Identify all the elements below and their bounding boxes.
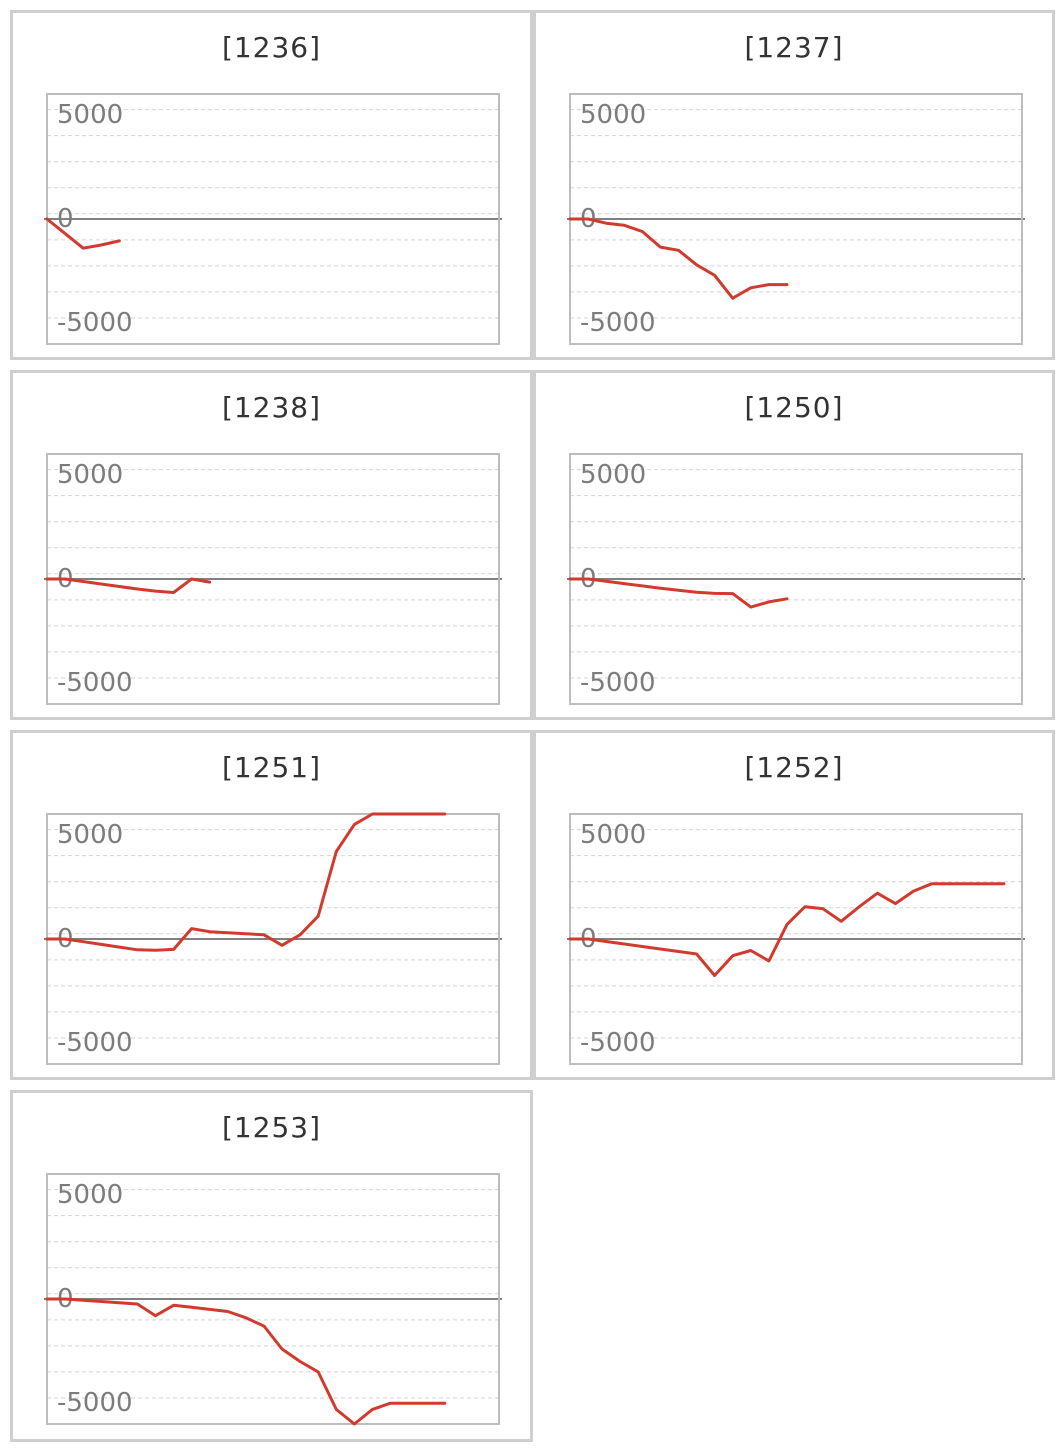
chart-title: [1236] bbox=[221, 31, 322, 64]
chart-title: [1238] bbox=[221, 391, 322, 424]
panel-1238: [1238] 5000 0 -5000 bbox=[10, 370, 533, 720]
chart-title: [1237] bbox=[744, 31, 844, 64]
y-tick-label: 5000 bbox=[57, 1180, 123, 1210]
y-tick-label: 5000 bbox=[57, 820, 123, 850]
y-tick-label: -5000 bbox=[580, 1028, 656, 1058]
chart-title: [1253] bbox=[221, 1111, 322, 1144]
y-tick-label: 5000 bbox=[580, 100, 646, 130]
y-tick-label: 5000 bbox=[580, 820, 646, 850]
series-line bbox=[45, 1297, 447, 1426]
panel-1237: [1237] 5000 0 -5000 bbox=[533, 10, 1055, 360]
series-line bbox=[568, 217, 789, 300]
y-tick-label: 5000 bbox=[57, 100, 123, 130]
panel-1251: [1251] 5000 0 -5000 bbox=[10, 730, 533, 1080]
series-line bbox=[45, 577, 212, 594]
chart-title: [1251] bbox=[221, 751, 322, 784]
y-tick-label: -5000 bbox=[580, 308, 656, 338]
series-line bbox=[45, 812, 447, 952]
panel-1252: [1252] 5000 0 -5000 bbox=[533, 730, 1055, 1080]
y-tick-label: 0 bbox=[57, 204, 74, 234]
y-tick-label: -5000 bbox=[57, 668, 133, 698]
series-line bbox=[568, 577, 789, 609]
panel-1250: [1250] 5000 0 -5000 bbox=[533, 370, 1055, 720]
chart-title: [1250] bbox=[744, 391, 844, 424]
series-line bbox=[568, 882, 1006, 977]
y-tick-label: 5000 bbox=[57, 460, 123, 490]
chart-plot: 5000 0 -5000 bbox=[44, 93, 502, 345]
y-tick-label: -5000 bbox=[580, 668, 656, 698]
panel-1236: [1236] 5000 0 -5000 bbox=[10, 10, 533, 360]
panel-1253: [1253] 5000 0 -5000 bbox=[10, 1090, 533, 1442]
y-tick-label: -5000 bbox=[57, 1028, 133, 1058]
y-tick-label: -5000 bbox=[57, 1388, 133, 1418]
y-tick-label: 5000 bbox=[580, 460, 646, 490]
chart-title: [1252] bbox=[744, 751, 844, 784]
y-tick-label: -5000 bbox=[57, 308, 133, 338]
series-line bbox=[45, 217, 121, 250]
